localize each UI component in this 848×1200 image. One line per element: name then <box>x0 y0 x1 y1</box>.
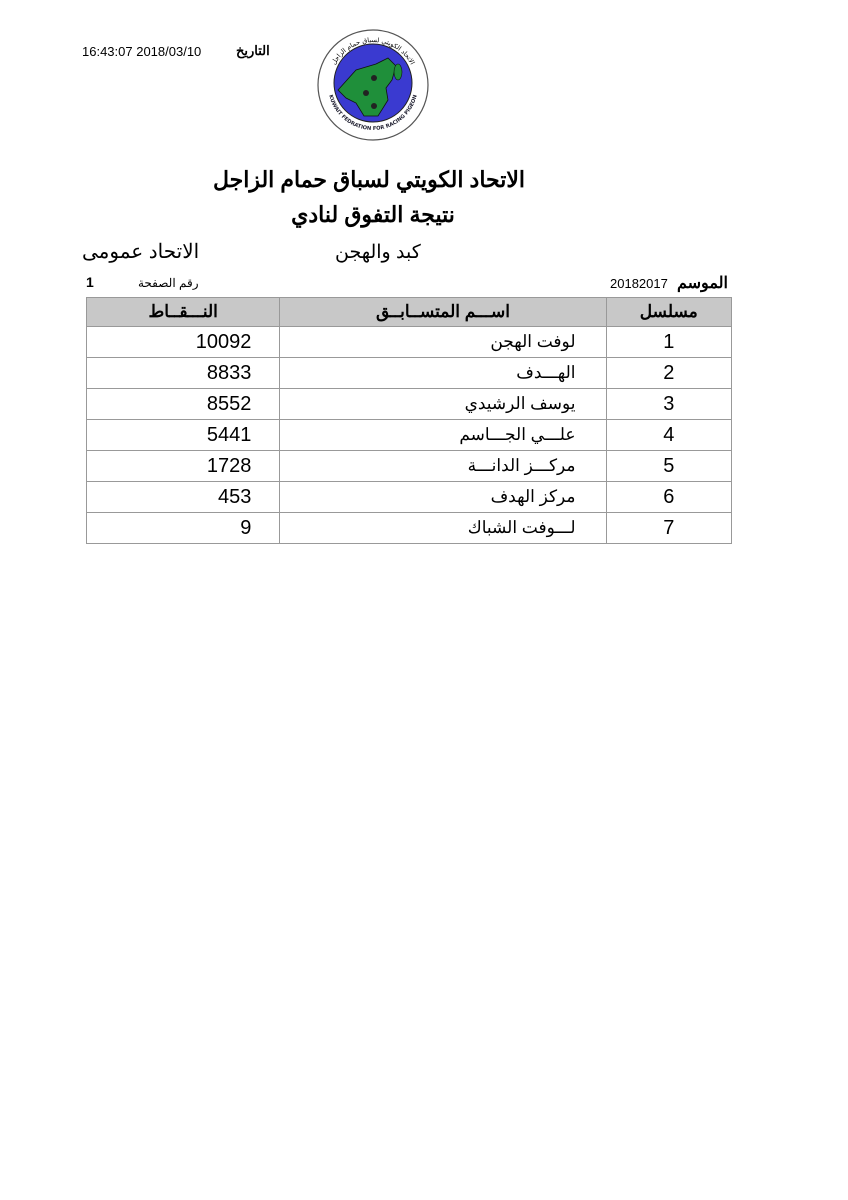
page-title: الاتحاد الكويتي لسباق حمام الزاجل <box>0 167 848 193</box>
table-row: 453 مركز الهدف 6 <box>85 481 733 513</box>
title-text: الاتحاد الكويتي لسباق حمام الزاجل <box>212 167 526 192</box>
name-cell: يوسف الرشيدي <box>279 388 607 420</box>
points-cell: 8552 <box>85 388 281 420</box>
report-datetime: 16:43:07 2018/03/10 <box>82 44 202 59</box>
subtitle-text: نتيجة التفوق لنادي <box>291 202 455 227</box>
name-cell: علـــي الجـــاسم <box>279 419 607 451</box>
points-cell: 1728 <box>85 450 281 482</box>
name-cell: مركز الهدف <box>279 481 607 513</box>
table-header-row: النـــقــاط اســـم المتســابــق مسلسل <box>85 297 733 327</box>
name-cell: لوفت الهجن <box>279 326 607 358</box>
page-number-label: رقم الصفحة <box>138 276 199 290</box>
serial-cell: 1 <box>605 326 733 358</box>
table-row: 10092 لوفت الهجن 1 <box>85 326 733 358</box>
page-subtitle: نتيجة التفوق لنادي <box>0 202 848 228</box>
name-cell: مركـــز الدانـــة <box>279 450 607 482</box>
table-row: 5441 علـــي الجـــاسم 4 <box>85 419 733 451</box>
table-row: 1728 مركـــز الدانـــة 5 <box>85 450 733 482</box>
serial-cell: 4 <box>605 419 733 451</box>
serial-cell: 5 <box>605 450 733 482</box>
serial-cell: 7 <box>605 512 733 544</box>
points-cell: 10092 <box>85 326 281 358</box>
results-table: النـــقــاط اســـم المتســابــق مسلسل 10… <box>85 297 733 544</box>
season-label: الموسم <box>677 275 728 292</box>
header-serial: مسلسل <box>605 297 733 327</box>
points-cell: 8833 <box>85 357 281 389</box>
table-row: 8833 الهـــدف 2 <box>85 357 733 389</box>
name-cell: لـــوفت الشباك <box>279 512 607 544</box>
points-cell: 5441 <box>85 419 281 451</box>
page-number: 1 <box>86 274 94 290</box>
header-name: اســـم المتســابــق <box>279 297 607 327</box>
club-name: كبد والهجن <box>335 242 421 263</box>
points-cell: 453 <box>85 481 281 513</box>
category-label: الاتحاد عمومى <box>82 241 200 263</box>
name-cell: الهـــدف <box>279 357 607 389</box>
date-label: التاريخ <box>236 43 270 58</box>
points-cell: 9 <box>85 512 281 544</box>
table-row: 9 لـــوفت الشباك 7 <box>85 512 733 544</box>
federation-logo: الاتحاد الكويتي لسباق حمام الزاجل KUWAIT… <box>317 29 429 141</box>
table-row: 8552 يوسف الرشيدي 3 <box>85 388 733 420</box>
header-points: النـــقــاط <box>85 297 281 327</box>
serial-cell: 2 <box>605 357 733 389</box>
serial-cell: 6 <box>605 481 733 513</box>
season-value: 20182017 <box>610 276 668 291</box>
serial-cell: 3 <box>605 388 733 420</box>
